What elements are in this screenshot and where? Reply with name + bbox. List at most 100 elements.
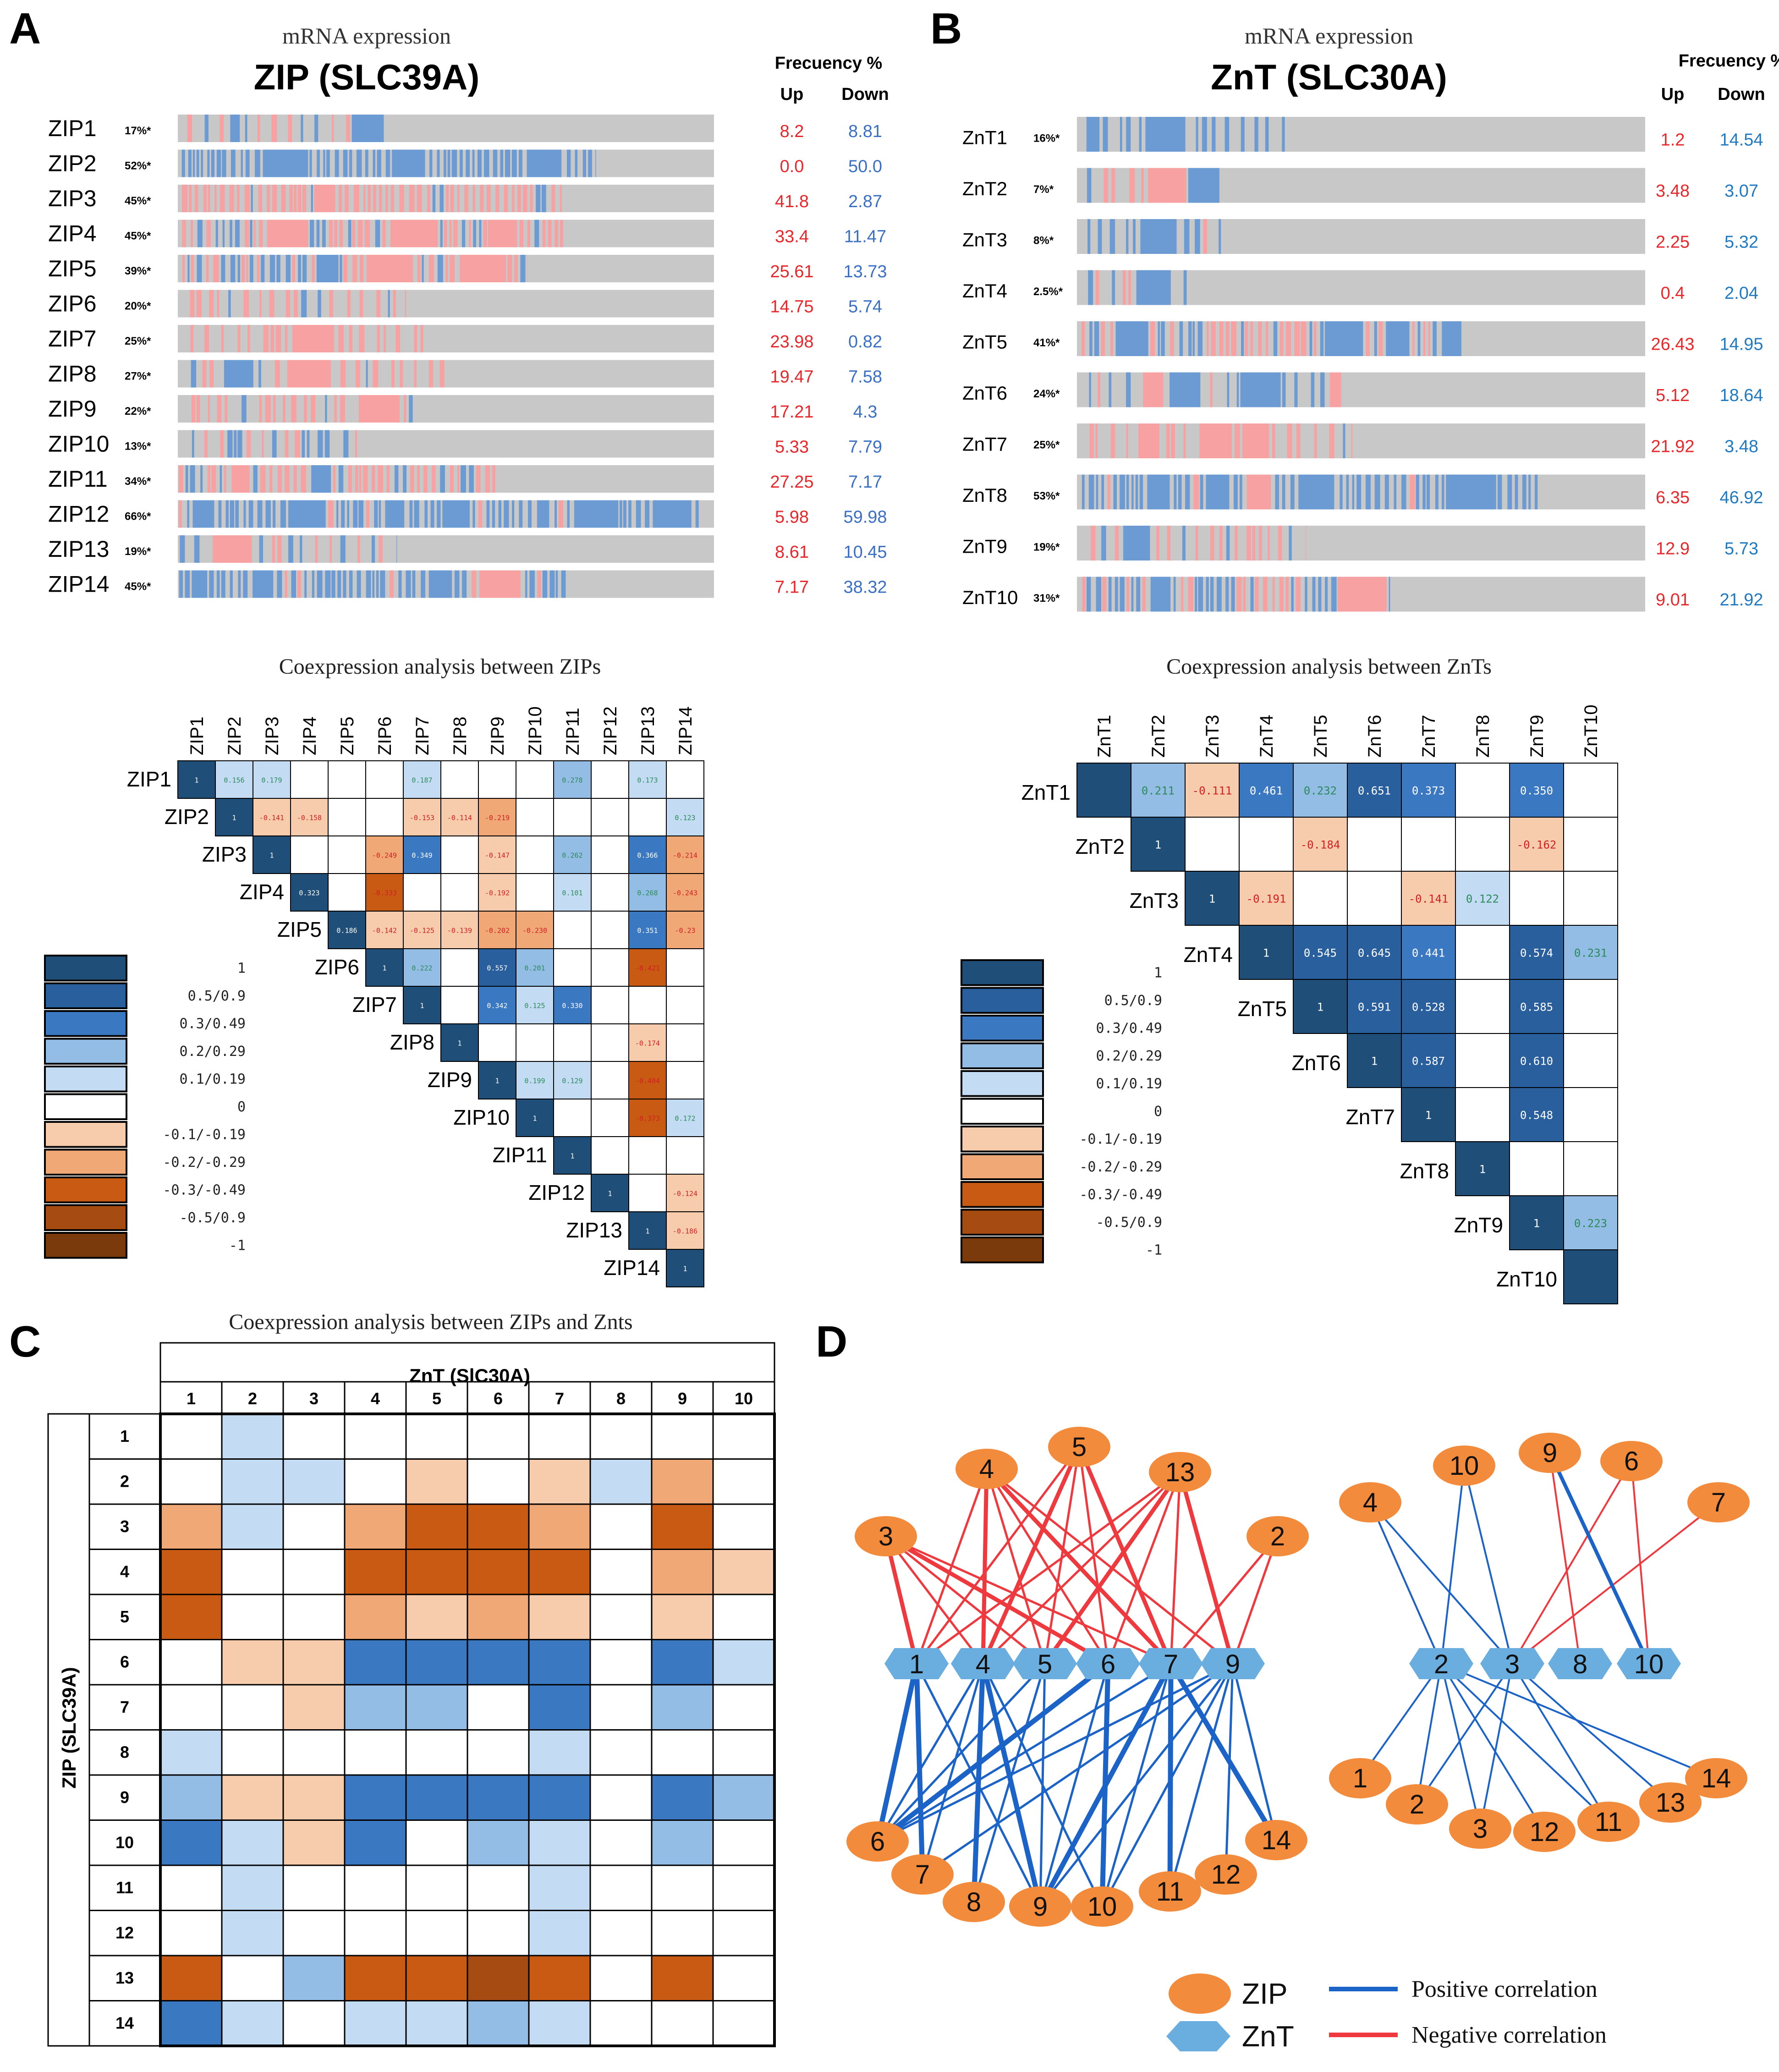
matrix-cell (403, 911, 441, 949)
cell-value: -0.162 (1517, 838, 1557, 851)
altered-pct: 8%* (1033, 235, 1054, 247)
cross-cell (405, 1639, 468, 1686)
altered-pct: 7%* (1033, 183, 1054, 196)
down-segment (191, 360, 197, 388)
gene-label: ZnT2 (962, 178, 1007, 199)
down-segment (1294, 372, 1298, 407)
up-segment (464, 185, 469, 212)
up-segment (292, 325, 335, 352)
cross-cell (651, 1549, 714, 1595)
down-segment (277, 570, 282, 598)
up-segment (220, 430, 224, 458)
col-label: ZnT5 (1311, 715, 1331, 758)
down-segment (318, 290, 321, 318)
legend-swatch (44, 1066, 127, 1093)
down-segment (437, 500, 441, 528)
legend-label: 0.3/0.49 (1096, 1021, 1163, 1037)
col-label: ZIP2 (225, 717, 245, 755)
cell-value: 0.201 (524, 964, 545, 973)
cross-cell (159, 2000, 223, 2047)
down-segment (1528, 474, 1531, 510)
up-segment (357, 220, 363, 247)
matrix-cell (1455, 763, 1510, 818)
positive-edge (1511, 1663, 1671, 1803)
up-segment (285, 570, 287, 598)
gene-label: ZIP13 (48, 536, 109, 562)
down-frequency: 7.58 (848, 368, 882, 387)
down-segment (1103, 117, 1108, 152)
cross-cell (651, 1910, 714, 1957)
up-segment (1428, 321, 1430, 356)
cross-cell (589, 1503, 653, 1550)
zip-node-key (1169, 1973, 1231, 2014)
cell-value: -0.125 (410, 927, 434, 935)
positive-edge (1440, 1465, 1465, 1664)
zip-node-label: 13 (1656, 1788, 1686, 1818)
down-segment (1131, 474, 1134, 510)
up-segment (1170, 321, 1174, 356)
up-segment (293, 185, 297, 212)
cross-cell (221, 1864, 284, 1911)
negative-edge (916, 1446, 1080, 1665)
down-segment (385, 500, 405, 528)
down-segment (1086, 577, 1091, 612)
matrix-cell (1563, 1087, 1618, 1142)
up-segment (194, 185, 198, 212)
down-segment (1212, 117, 1216, 152)
cross-cell (651, 1774, 714, 1821)
zip-node (855, 1516, 917, 1556)
matrix-cell (365, 911, 404, 949)
up-segment (272, 535, 275, 563)
altered-pct: 34%* (125, 475, 151, 488)
down-segment (460, 149, 463, 177)
down-segment (204, 115, 209, 142)
down-segment (280, 500, 286, 528)
matrix-cell (553, 1061, 592, 1099)
down-segment (1291, 577, 1294, 612)
down-segment (1120, 577, 1125, 612)
track-bg (1077, 526, 1645, 561)
up-segment (1082, 577, 1086, 612)
matrix-cell (1563, 871, 1618, 926)
down-segment (1273, 321, 1278, 356)
cross-cell (528, 2000, 591, 2047)
matrix-cell (440, 948, 479, 987)
up-frequency: 2.25 (1656, 232, 1690, 252)
col-label: ZnT4 (1257, 715, 1277, 758)
cell-value: -0.404 (635, 1077, 660, 1085)
down-segment (588, 149, 592, 177)
track-bg (1077, 423, 1645, 458)
down-segment (1196, 117, 1198, 152)
matrix-cell (516, 873, 554, 912)
down-segment (331, 570, 335, 598)
down-segment (316, 255, 339, 282)
matrix-cell (628, 1061, 667, 1099)
negative-edge (986, 1468, 1234, 1665)
cross-cell (344, 1594, 407, 1640)
cell-value: 0.129 (562, 1077, 582, 1085)
cross-cell (159, 1458, 223, 1505)
matrix-cell (666, 873, 704, 912)
up-segment (209, 290, 214, 318)
cell-value: 0.179 (261, 776, 282, 785)
gene-label: ZnT9 (962, 535, 1007, 557)
down-segment (224, 360, 253, 388)
cell-value: -0.184 (1301, 838, 1340, 851)
matrix-cell (628, 760, 667, 799)
track-bg (1077, 270, 1645, 305)
down-segment (1115, 321, 1148, 356)
legend-label: 1 (1154, 965, 1162, 981)
row-label: ZIP11 (493, 1143, 547, 1167)
track-bg (178, 185, 714, 212)
up-segment (179, 465, 183, 493)
row-label: ZnT5 (1238, 997, 1287, 1021)
gene-label: ZIP9 (48, 396, 97, 422)
down-segment (1374, 321, 1377, 356)
down-segment (1282, 117, 1285, 152)
down-segment (561, 570, 566, 598)
up-segment (359, 325, 365, 352)
altered-pct: 24%* (1033, 388, 1060, 400)
down-segment (230, 115, 240, 142)
down-segment (228, 290, 231, 318)
up-segment (352, 255, 357, 282)
